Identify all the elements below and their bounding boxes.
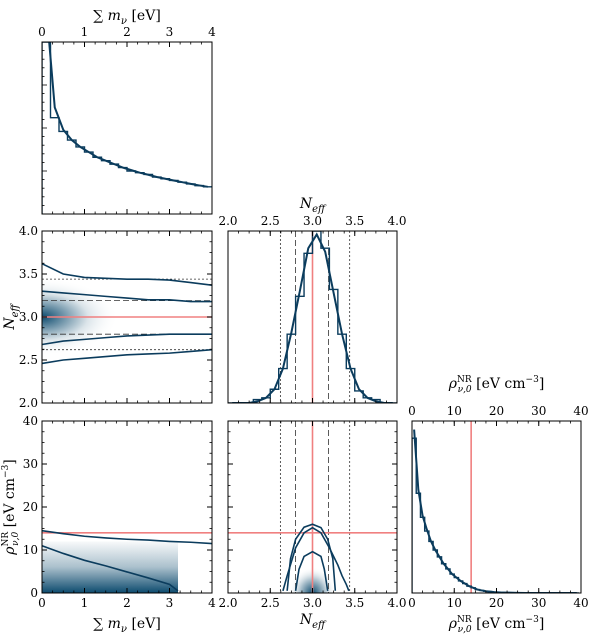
- panel-sum-mnu-rho-xtick-label: 0: [38, 596, 46, 610]
- panel-sum-mnu-rho-ytick-label: 40: [23, 414, 38, 428]
- panel-sum-mnu-neff-y-ticks: 2.0 2.5 3.0 3.5 4.0: [19, 224, 212, 410]
- panel-sum-mnu-histogram: [42, 42, 212, 214]
- panel-sum-mnu-rho-xtick-label: 2: [123, 596, 131, 610]
- panel-neff-rho-xtick-label: 2.5: [261, 596, 280, 610]
- axis-label-rho-left: ρNRν,0 [eV cm−3]: [1, 459, 21, 556]
- panel-sum-mnu-density-curve: [48, 42, 208, 188]
- panel-rho-xtick-label: 20: [489, 404, 504, 418]
- axis-label-neff-top: Neff: [299, 196, 327, 215]
- axis-label-sum-mnu-bottom: ∑ mν [eV]: [93, 616, 161, 635]
- panel-sum-mnu-neff-ytick-label: 2.5: [19, 353, 38, 367]
- panel-sum-mnu-marginal: [42, 42, 212, 214]
- panel-sum-mnu-xtick-label: 0: [38, 25, 46, 39]
- axis-label-rho-bottom: ρNR ν,0 [eV cm−3]: [448, 615, 545, 635]
- panel-neff-rho-xtick-label: 3.0: [303, 596, 322, 610]
- panel-neff-x-ticks: 2.0 2.5 3.0 3.5 4.0: [218, 214, 407, 403]
- panel-sum-mnu-rho-xtick-label: 4: [208, 596, 216, 610]
- panel-neff-xtick-label: 3.5: [345, 214, 364, 228]
- panel-sum-mnu-rho-ytick-label: 20: [23, 500, 38, 514]
- panel-neff-rho-xtick-label: 3.5: [345, 596, 364, 610]
- panel-sum-mnu-rho-xtick-label: 1: [81, 596, 89, 610]
- contour-neff-rho-1: [294, 550, 329, 591]
- panel-rho-xtick-label-bottom: 10: [447, 596, 462, 610]
- panel-rho-xtick-label-bottom: 40: [573, 596, 588, 610]
- panel-sum-mnu-xtick-label: 2: [123, 25, 131, 39]
- panel-sum-mnu-x-ticks: 0 1 2 3 4: [38, 25, 216, 214]
- contour-sum-mnu-neff-1: [41, 290, 212, 303]
- panel-sum-mnu-neff-ytick-label: 2.0: [19, 396, 38, 410]
- panel-neff-rho-xtick-label: 2.0: [218, 596, 237, 610]
- axis-label-neff-bottom: Neff: [299, 612, 327, 631]
- panel-sum-mnu-neff-ytick-label: 3.5: [19, 267, 38, 281]
- panel-neff-xtick-label: 2.5: [261, 214, 280, 228]
- panel-neff-marginal: [228, 231, 397, 403]
- axis-label-rho-top: ρNR ν,0 [eV cm−3]: [448, 375, 545, 395]
- panel-rho-density-curve: [413, 429, 577, 593]
- panel-neff-rho-xtick-label: 4.0: [387, 596, 406, 610]
- panel-rho-marginal: [412, 429, 579, 593]
- panel-rho-xtick-label: 10: [447, 404, 462, 418]
- panel-neff-xtick-label: 4.0: [387, 214, 406, 228]
- panel-neff-xtick-label: 3.0: [303, 214, 322, 228]
- panel-sum-mnu-xtick-label: 3: [166, 25, 174, 39]
- contour-sum-mnu-rho-0: [41, 529, 213, 545]
- panel-sum-mnu-rho-ytick-label: 10: [23, 543, 38, 557]
- panel-rho-x-ticks: 0 10 20 30 40: [408, 404, 589, 593]
- panel-sum-mnu-neff-ytick-label: 3.0: [19, 310, 38, 324]
- panel-neff-rho-y-ticks: [228, 420, 397, 594]
- contour-neff-rho-2: [282, 526, 350, 592]
- contour-sum-mnu-neff-0: [41, 262, 213, 286]
- panel-sum-mnu-rho-ytick-label: 30: [23, 457, 38, 471]
- panel-rho-histogram: [412, 437, 579, 593]
- panel-rho-frame: [411, 420, 582, 594]
- panel-rho-xtick-label: 0: [408, 404, 416, 418]
- panel-sum-mnu-frame: [41, 41, 213, 215]
- panel-sum-mnu-xtick-label: 4: [208, 25, 216, 39]
- contour-sum-mnu-neff-2: [41, 333, 212, 346]
- panel-neff-histogram: [228, 231, 397, 403]
- panel-sum-mnu-neff-x-ticks: [41, 231, 213, 403]
- panel-sum-mnu-rho-ytick-label: 0: [30, 586, 38, 600]
- panel-sum-mnu-rho-y-ticks: 0 10 20 30 40: [23, 414, 212, 600]
- axis-label-sum-mnu-top: ∑ mν [eV]: [93, 8, 161, 27]
- axis-label-neff-left: Neff: [2, 302, 21, 330]
- panel-rho-xtick-label: 40: [573, 404, 588, 418]
- panel-neff-rho-x-ticks: 2.0 2.5 3.0 3.5 4.0: [218, 421, 407, 610]
- panel-rho-xtick-label-bottom: 30: [531, 596, 546, 610]
- panel-rho-xtick-label-bottom: 0: [408, 596, 416, 610]
- contour-sum-mnu-rho-1: [41, 544, 179, 592]
- panel-neff-density-curve: [232, 232, 393, 403]
- panel-rho-xtick-label: 30: [531, 404, 546, 418]
- panel-neff-xtick-label: 2.0: [218, 214, 237, 228]
- panel-sum-mnu-xtick-label: 1: [81, 25, 89, 39]
- panel-sum-mnu-neff-ytick-label: 4.0: [19, 224, 38, 238]
- panel-sum-mnu-rho-xtick-label: 3: [166, 596, 174, 610]
- panel-rho-xtick-label-bottom: 20: [489, 596, 504, 610]
- contour-sum-mnu-neff-3: [41, 348, 213, 365]
